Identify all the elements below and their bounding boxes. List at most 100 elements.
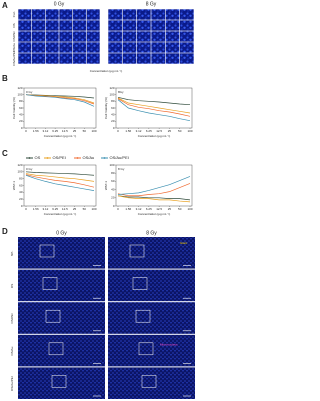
y-tick-label: 60 bbox=[19, 183, 23, 187]
y-tick-label: 20 bbox=[19, 119, 23, 123]
micrograph bbox=[136, 53, 151, 64]
micrograph bbox=[72, 42, 87, 53]
y-tick-label: 40 bbox=[19, 112, 23, 116]
micrograph bbox=[108, 269, 195, 302]
zoom-box bbox=[138, 342, 154, 356]
row-label: OS bbox=[12, 23, 16, 27]
x-tick-label: 0 bbox=[117, 129, 119, 133]
micrograph bbox=[136, 42, 151, 53]
plot-frame bbox=[115, 87, 193, 129]
micrograph bbox=[108, 334, 195, 367]
row-label: OS/Au bbox=[12, 43, 16, 52]
panel-label: D bbox=[2, 227, 8, 236]
micrograph bbox=[179, 9, 194, 20]
plot-frame bbox=[115, 164, 193, 207]
x-tick-label: 25 bbox=[73, 207, 77, 211]
y-tick-label: 20 bbox=[111, 196, 115, 200]
y-tick-label: 0 bbox=[113, 204, 115, 208]
x-tick-label: 0 bbox=[117, 207, 119, 211]
micrograph bbox=[108, 9, 123, 20]
x-tick-label: 25 bbox=[168, 129, 172, 133]
chart-title: 0 Gy bbox=[26, 167, 33, 171]
chart-title: 8 Gy bbox=[118, 167, 125, 171]
row-label: NP- bbox=[10, 251, 14, 256]
x-tick-label: 12.5 bbox=[62, 207, 68, 211]
y-tick-label: 100 bbox=[109, 92, 114, 96]
y-tick-label: 20 bbox=[19, 197, 23, 201]
micrograph bbox=[151, 53, 166, 64]
micrograph bbox=[151, 9, 166, 20]
y-tick-label: 80 bbox=[111, 99, 115, 103]
y-axis-label: WST-1 bbox=[12, 181, 16, 190]
zoom-box bbox=[45, 309, 61, 323]
x-tick-label: 100 bbox=[187, 129, 192, 133]
micrograph bbox=[31, 31, 46, 42]
y-axis-label: WST-1 bbox=[104, 181, 108, 190]
series-line bbox=[117, 195, 191, 203]
y-tick-label: 20 bbox=[111, 119, 115, 123]
y-tick-label: 100 bbox=[17, 170, 22, 174]
annotation: Giant bbox=[180, 241, 187, 245]
x-tick-label: 12.5 bbox=[156, 207, 162, 211]
series-line bbox=[117, 183, 191, 197]
y-tick-label: 120 bbox=[17, 86, 22, 90]
zoom-box bbox=[129, 244, 145, 258]
column-header: 0 Gy bbox=[54, 1, 65, 7]
micrograph bbox=[179, 20, 194, 31]
y-tick-label: 80 bbox=[19, 99, 23, 103]
x-tick-label: 6.25 bbox=[52, 129, 58, 133]
micrograph bbox=[108, 20, 123, 31]
zoom-box bbox=[141, 375, 157, 388]
y-tick-label: 120 bbox=[109, 86, 114, 90]
zoom-box bbox=[51, 375, 67, 388]
micrograph bbox=[45, 20, 59, 31]
panel-label: A bbox=[2, 1, 8, 10]
micrograph bbox=[72, 20, 87, 31]
micrograph bbox=[86, 20, 100, 31]
micrograph bbox=[86, 31, 100, 42]
micrograph bbox=[18, 53, 32, 64]
zoom-box bbox=[48, 342, 64, 356]
series-line bbox=[25, 174, 95, 191]
micrograph bbox=[31, 42, 46, 53]
micrograph bbox=[136, 20, 151, 31]
series-line bbox=[25, 94, 95, 104]
panel-label: B bbox=[2, 74, 8, 83]
micrograph bbox=[108, 53, 123, 64]
y-tick-label: 0 bbox=[21, 204, 23, 208]
micrograph bbox=[18, 9, 32, 20]
column-header: 0 Gy bbox=[56, 230, 67, 236]
series-line bbox=[117, 97, 191, 114]
series-line bbox=[117, 99, 191, 122]
x-tick-label: 50 bbox=[83, 129, 87, 133]
x-tick-label: 3.12 bbox=[43, 207, 49, 211]
legend-label: OS/PEI bbox=[53, 155, 66, 160]
x-tick-label: 6.25 bbox=[146, 129, 152, 133]
row-label: OS/Au/PEI bbox=[12, 51, 16, 66]
y-axis-label: Cell Viability (%) bbox=[104, 97, 108, 119]
x-axis-label: Concentration (μg mL⁻¹) bbox=[44, 134, 77, 138]
micrograph bbox=[108, 237, 195, 269]
plot-frame bbox=[23, 87, 97, 129]
legend-label: OS bbox=[35, 155, 41, 160]
legend-label: OS/Au bbox=[83, 155, 95, 160]
micrograph bbox=[151, 31, 166, 42]
y-tick-label: 100 bbox=[17, 92, 22, 96]
x-tick-label: 50 bbox=[178, 129, 182, 133]
micrograph bbox=[108, 302, 195, 334]
micrograph bbox=[108, 42, 123, 53]
micrograph bbox=[45, 42, 59, 53]
x-tick-label: 3.12 bbox=[136, 129, 142, 133]
micrograph bbox=[59, 42, 73, 53]
column-header: 8 Gy bbox=[146, 230, 157, 236]
x-tick-label: 1.56 bbox=[33, 129, 39, 133]
micrograph bbox=[18, 269, 105, 302]
x-axis-label: Concentration (μg mL⁻¹) bbox=[44, 212, 77, 216]
x-tick-label: 25 bbox=[73, 129, 77, 133]
x-tick-label: 12.5 bbox=[62, 129, 68, 133]
x-tick-label: 100 bbox=[91, 129, 96, 133]
micrograph bbox=[165, 53, 180, 64]
series-line bbox=[117, 195, 191, 201]
plot-frame bbox=[23, 164, 97, 207]
